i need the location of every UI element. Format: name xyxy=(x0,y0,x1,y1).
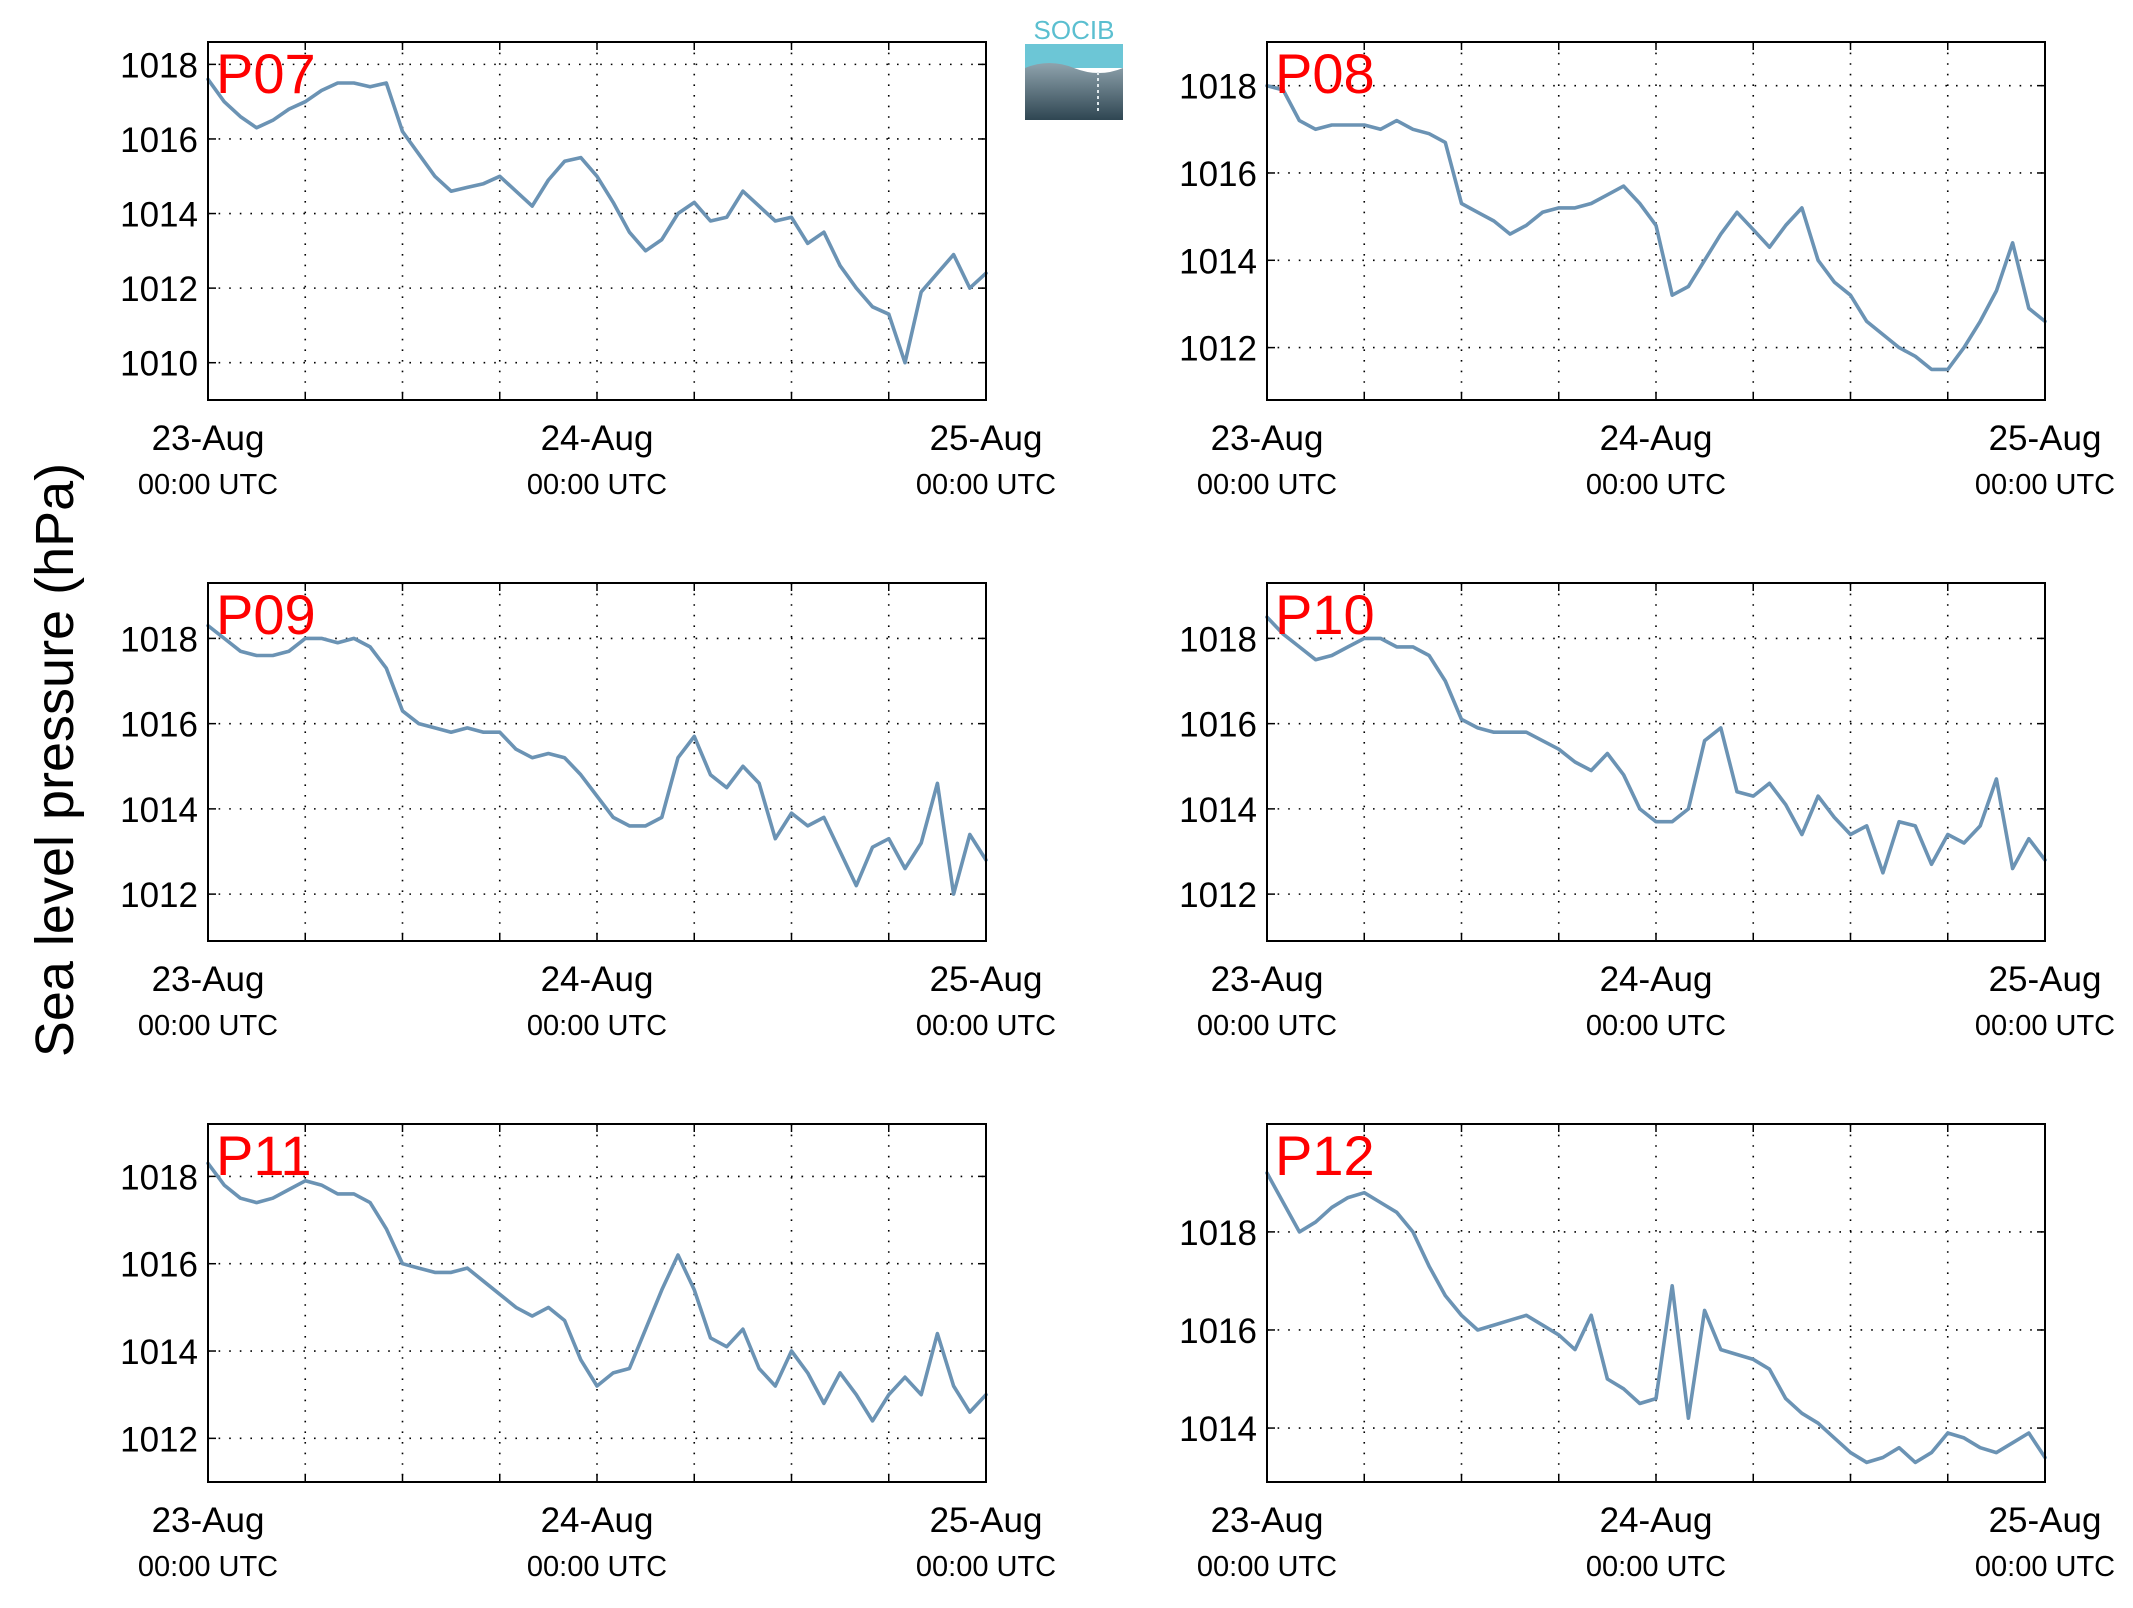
x-tick-label-date: 23-Aug xyxy=(152,419,265,458)
x-tick-label-time: 00:00 UTC xyxy=(1586,469,1726,501)
y-tick-label: 1012 xyxy=(120,270,198,309)
x-tick-label-time: 00:00 UTC xyxy=(1975,1010,2115,1042)
station-label: P11 xyxy=(216,1124,311,1187)
x-tick-label-time: 00:00 UTC xyxy=(916,469,1056,501)
y-tick-label: 1010 xyxy=(120,345,198,384)
y-tick-label: 1014 xyxy=(1179,1410,1257,1449)
x-tick-label-date: 24-Aug xyxy=(541,1501,654,1540)
station-label: P07 xyxy=(216,42,316,105)
x-tick-label-time: 00:00 UTC xyxy=(138,469,278,501)
y-tick-label: 1014 xyxy=(120,196,198,235)
x-tick-label-date: 24-Aug xyxy=(1600,960,1713,999)
series-line-p09 xyxy=(206,623,988,896)
x-tick-label-time: 00:00 UTC xyxy=(527,1551,667,1583)
station-label: P08 xyxy=(1275,42,1375,105)
x-tick-label-time: 00:00 UTC xyxy=(916,1010,1056,1042)
axes-frame xyxy=(207,582,987,942)
axes-frame xyxy=(1266,41,2046,401)
y-tick-label: 1014 xyxy=(120,791,198,830)
series-line-p08 xyxy=(1265,83,2047,372)
station-label: P12 xyxy=(1275,1124,1375,1187)
y-tick-label: 1016 xyxy=(120,1246,198,1285)
x-tick-label-date: 25-Aug xyxy=(930,419,1043,458)
x-tick-label-date: 24-Aug xyxy=(541,419,654,458)
x-tick-label-date: 25-Aug xyxy=(1989,419,2102,458)
x-tick-label-date: 24-Aug xyxy=(541,960,654,999)
y-tick-label: 1018 xyxy=(1179,620,1257,659)
station-label: P10 xyxy=(1275,583,1375,646)
x-tick-label-date: 23-Aug xyxy=(1211,1501,1324,1540)
x-tick-label-date: 23-Aug xyxy=(152,1501,265,1540)
x-tick-label-time: 00:00 UTC xyxy=(1586,1551,1726,1583)
y-tick-label: 1014 xyxy=(120,1333,198,1372)
axes-frame xyxy=(1266,1123,2046,1483)
x-tick-label-date: 23-Aug xyxy=(1211,419,1324,458)
x-tick-label-date: 25-Aug xyxy=(930,1501,1043,1540)
chart-panel-p09: 1012 1014 1016 1018 23-Aug 00:00 UTC 24-Aug 00:… xyxy=(120,582,1056,1042)
station-label: P09 xyxy=(216,583,316,646)
x-tick-label-time: 00:00 UTC xyxy=(1975,469,2115,501)
x-tick-label-time: 00:00 UTC xyxy=(527,1010,667,1042)
x-tick-label-time: 00:00 UTC xyxy=(1197,1551,1337,1583)
svg-text:SOCIB: SOCIB xyxy=(1034,15,1115,45)
series-line-p12 xyxy=(1265,1171,2047,1465)
x-tick-label-date: 23-Aug xyxy=(152,960,265,999)
y-tick-label: 1016 xyxy=(120,706,198,745)
x-tick-label-date: 23-Aug xyxy=(1211,960,1324,999)
x-tick-label-time: 00:00 UTC xyxy=(527,469,667,501)
x-tick-label-date: 25-Aug xyxy=(930,960,1043,999)
y-tick-label: 1018 xyxy=(120,46,198,85)
series-line-p07 xyxy=(206,77,988,365)
x-tick-label-time: 00:00 UTC xyxy=(1586,1010,1726,1042)
series-line-p11 xyxy=(206,1161,988,1423)
x-tick-label-time: 00:00 UTC xyxy=(916,1551,1056,1583)
axes-frame xyxy=(207,1123,987,1483)
x-tick-label-date: 24-Aug xyxy=(1600,1501,1713,1540)
y-tick-label: 1018 xyxy=(1179,68,1257,107)
x-tick-label-time: 00:00 UTC xyxy=(138,1010,278,1042)
y-tick-label: 1012 xyxy=(120,876,198,915)
chart-panel-p11: 1012 1014 1016 1018 23-Aug 00:00 UTC 24-Aug 00:… xyxy=(120,1123,1056,1583)
y-tick-label: 1016 xyxy=(1179,1312,1257,1351)
y-tick-label: 1016 xyxy=(120,121,198,160)
chart-panel-p07: 1010 1012 1014 1016 1018 23-Aug 00:00 UTC 24-Au… xyxy=(120,41,1056,501)
axes-frame xyxy=(207,41,987,401)
y-tick-label: 1018 xyxy=(120,1158,198,1197)
y-tick-label: 1016 xyxy=(1179,155,1257,194)
x-tick-label-date: 24-Aug xyxy=(1600,419,1713,458)
chart-panel-p10: 1012 1014 1016 1018 23-Aug 00:00 UTC 24-Aug 00:… xyxy=(1179,582,2115,1042)
x-tick-label-date: 25-Aug xyxy=(1989,960,2102,999)
y-tick-label: 1012 xyxy=(120,1420,198,1459)
x-tick-label-time: 00:00 UTC xyxy=(138,1551,278,1583)
socib-logo-graphic: SOCIB xyxy=(1025,15,1123,120)
chart-panel-p08: 1012 1014 1016 1018 23-Aug 00:00 UTC 24-Aug 00:… xyxy=(1179,41,2115,501)
x-tick-label-time: 00:00 UTC xyxy=(1197,469,1337,501)
series-line-p10 xyxy=(1265,615,2047,875)
y-tick-label: 1018 xyxy=(1179,1214,1257,1253)
axes-frame xyxy=(1266,582,2046,942)
y-tick-label: 1014 xyxy=(1179,791,1257,830)
socib-logo: SOCIB xyxy=(1024,14,1124,120)
x-tick-label-time: 00:00 UTC xyxy=(1975,1551,2115,1583)
x-tick-label-date: 25-Aug xyxy=(1989,1501,2102,1540)
y-tick-label: 1014 xyxy=(1179,242,1257,281)
chart-panel-p12: 1014 1016 1018 23-Aug 00:00 UTC 24-Aug 00:00 U… xyxy=(1179,1123,2115,1583)
y-tick-label: 1012 xyxy=(1179,330,1257,369)
y-tick-label: 1016 xyxy=(1179,706,1257,745)
x-tick-label-time: 00:00 UTC xyxy=(1197,1010,1337,1042)
y-tick-label: 1012 xyxy=(1179,876,1257,915)
y-tick-label: 1018 xyxy=(120,620,198,659)
